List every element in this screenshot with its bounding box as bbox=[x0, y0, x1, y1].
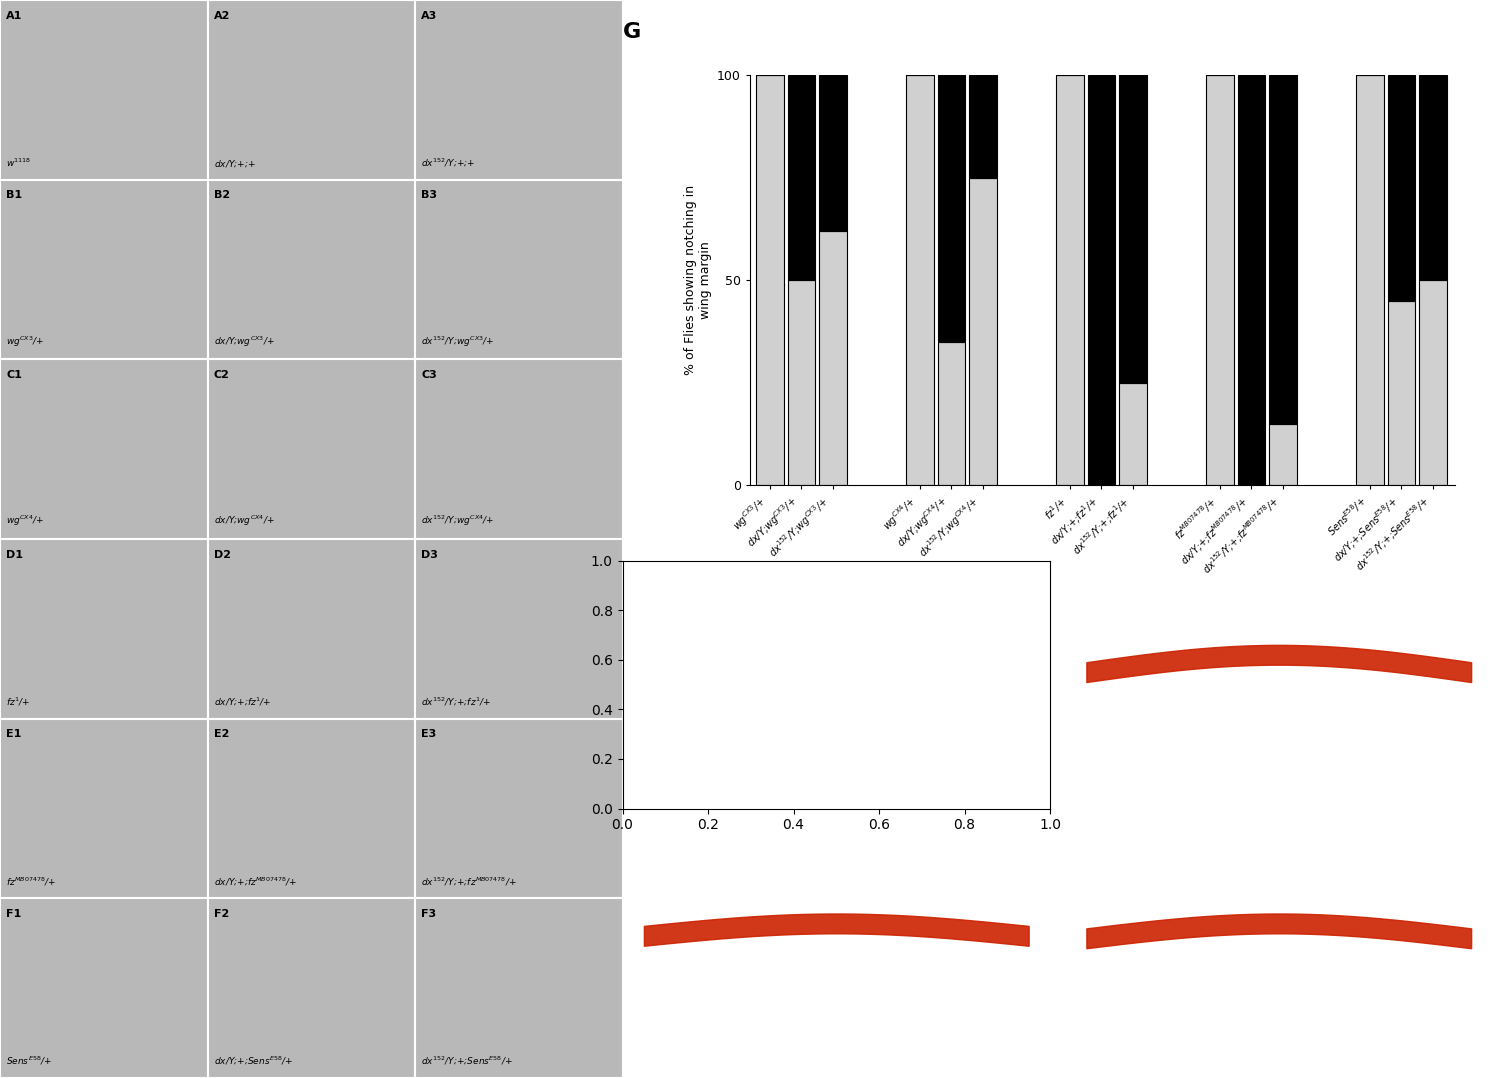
Text: $dx^{152}$/Y;$wg^{CX3}$/+: $dx^{152}$/Y;$wg^{CX3}$/+ bbox=[422, 334, 495, 348]
Bar bbox=[1269, 75, 1296, 424]
Bar bbox=[0, 719, 207, 898]
Bar bbox=[969, 75, 996, 178]
Text: E2: E2 bbox=[213, 730, 230, 740]
Bar bbox=[906, 75, 933, 485]
Text: $wg^{CX4}$/+: $wg^{CX4}$/+ bbox=[6, 514, 45, 528]
Text: B2: B2 bbox=[213, 191, 230, 201]
Text: $dx$/Y;$wg^{CX4}$/+: $dx$/Y;$wg^{CX4}$/+ bbox=[213, 514, 274, 528]
Text: C1: C1 bbox=[6, 370, 22, 381]
Bar bbox=[207, 898, 416, 1078]
Text: 50,000 nm: 50,000 nm bbox=[796, 759, 834, 765]
Text: $Sens^{E58}$/+: $Sens^{E58}$/+ bbox=[6, 1054, 53, 1067]
Text: D2: D2 bbox=[213, 550, 231, 559]
Bar bbox=[1388, 301, 1414, 485]
Bar bbox=[1388, 75, 1414, 301]
Y-axis label: % of Flies showing notching in
wing margin: % of Flies showing notching in wing marg… bbox=[684, 185, 711, 375]
Text: C3: C3 bbox=[422, 370, 436, 381]
Bar bbox=[1206, 75, 1233, 485]
Bar bbox=[938, 75, 964, 342]
Bar bbox=[969, 178, 996, 485]
Bar bbox=[416, 719, 622, 898]
Bar bbox=[416, 0, 622, 180]
Bar bbox=[207, 180, 416, 359]
Text: B3: B3 bbox=[422, 191, 436, 201]
Text: G: G bbox=[622, 22, 640, 42]
Bar bbox=[207, 359, 416, 539]
Bar bbox=[1119, 75, 1146, 383]
Text: A3: A3 bbox=[422, 11, 438, 20]
Text: $dx^{152}$/Y;+;$fz^{1}$/+: $dx^{152}$/Y;+;$fz^{1}$/+ bbox=[422, 695, 492, 708]
Text: dx$^{152}$/Y;wg$^{cx4}$/+: dx$^{152}$/Y;wg$^{cx4}$/+ bbox=[1078, 1036, 1166, 1054]
Bar bbox=[819, 231, 846, 485]
Bar bbox=[788, 75, 814, 280]
Bar bbox=[1119, 383, 1146, 485]
Bar bbox=[416, 898, 622, 1078]
Text: $dx$/Y;+;$fz^{1}$/+: $dx$/Y;+;$fz^{1}$/+ bbox=[213, 695, 272, 708]
Bar bbox=[0, 359, 207, 539]
Text: F3: F3 bbox=[422, 909, 436, 920]
Bar bbox=[1269, 424, 1296, 485]
Text: $dx^{152}$/Y;$wg^{CX4}$/+: $dx^{152}$/Y;$wg^{CX4}$/+ bbox=[422, 514, 495, 528]
Text: $dx^{152}$/Y;+;$Sens^{E58}$/+: $dx^{152}$/Y;+;$Sens^{E58}$/+ bbox=[422, 1054, 513, 1067]
Bar bbox=[0, 0, 207, 180]
Bar bbox=[207, 719, 416, 898]
Text: H3: H3 bbox=[1019, 832, 1036, 845]
Bar bbox=[207, 0, 416, 180]
Text: $dx$/Y;+;$Sens^{E58}$/+: $dx$/Y;+;$Sens^{E58}$/+ bbox=[213, 1054, 292, 1067]
Bar bbox=[416, 180, 622, 359]
Text: B1: B1 bbox=[6, 191, 22, 201]
Text: $wg^{CX3}$/+: $wg^{CX3}$/+ bbox=[6, 334, 45, 348]
Text: E3: E3 bbox=[422, 730, 436, 740]
Text: F2: F2 bbox=[213, 909, 230, 920]
Bar bbox=[416, 359, 622, 539]
Text: A2: A2 bbox=[213, 11, 230, 20]
Text: w$^{1118}$: w$^{1118}$ bbox=[636, 779, 666, 796]
Text: F1: F1 bbox=[6, 909, 21, 920]
Text: D1: D1 bbox=[6, 550, 22, 559]
Text: dx$^{152}$/Y: dx$^{152}$/Y bbox=[636, 1037, 678, 1054]
Bar bbox=[416, 539, 622, 719]
Text: $fz^{1}$/+: $fz^{1}$/+ bbox=[6, 695, 30, 708]
Text: E1: E1 bbox=[6, 730, 21, 740]
Bar bbox=[1419, 280, 1446, 485]
Bar bbox=[819, 75, 846, 231]
Text: $dx$/Y;+;+: $dx$/Y;+;+ bbox=[213, 157, 255, 169]
Bar bbox=[1088, 75, 1114, 485]
Bar bbox=[788, 280, 814, 485]
Bar bbox=[0, 898, 207, 1078]
Bar bbox=[0, 180, 207, 359]
Bar bbox=[1356, 75, 1383, 485]
Bar bbox=[207, 539, 416, 719]
Text: H1: H1 bbox=[1019, 573, 1036, 586]
Bar bbox=[1056, 75, 1083, 485]
Text: wg$^{cx4}$/+: wg$^{cx4}$/+ bbox=[1078, 777, 1122, 796]
Text: $dx^{152}$/Y;+;$fz^{MB07478}$/+: $dx^{152}$/Y;+;$fz^{MB07478}$/+ bbox=[422, 875, 518, 887]
Text: $fz^{MB07478}$/+: $fz^{MB07478}$/+ bbox=[6, 875, 56, 887]
Text: H4: H4 bbox=[1461, 832, 1479, 845]
Text: D3: D3 bbox=[422, 550, 438, 559]
Text: $dx$/Y;$wg^{CX3}$/+: $dx$/Y;$wg^{CX3}$/+ bbox=[213, 334, 274, 348]
Bar bbox=[1419, 75, 1446, 280]
Bar bbox=[1238, 75, 1264, 485]
Bar bbox=[938, 342, 964, 485]
Text: $w^{1118}$: $w^{1118}$ bbox=[6, 156, 32, 169]
Text: C2: C2 bbox=[213, 370, 230, 381]
Bar bbox=[0, 539, 207, 719]
Text: H2: H2 bbox=[1461, 573, 1479, 586]
Bar bbox=[756, 75, 783, 485]
Text: $dx^{152}$/Y;+;+: $dx^{152}$/Y;+;+ bbox=[422, 156, 476, 169]
Text: $dx$/Y;+;$fz^{MB07478}$/+: $dx$/Y;+;$fz^{MB07478}$/+ bbox=[213, 875, 297, 887]
Text: A1: A1 bbox=[6, 11, 22, 20]
